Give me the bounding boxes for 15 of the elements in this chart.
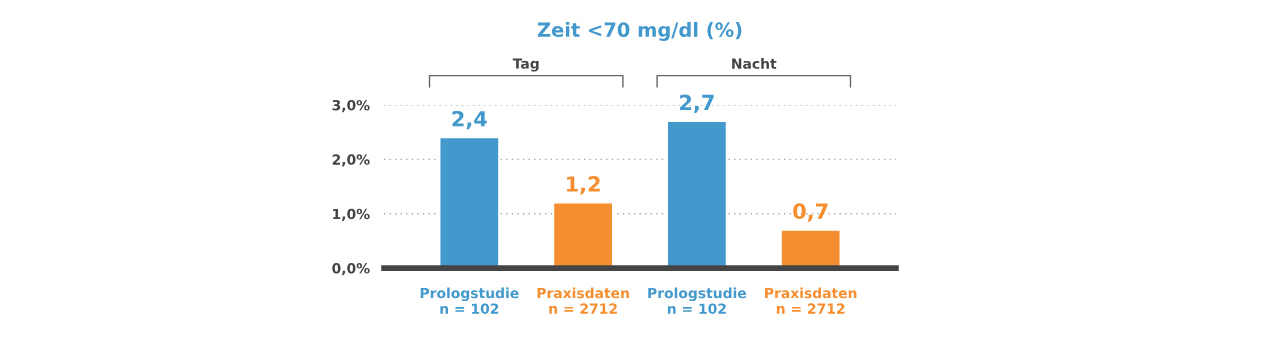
chart-title: Zeit <70 mg/dl (%) (537, 22, 742, 41)
y-tick-label: 2,0% (332, 154, 370, 167)
data-label: 2,7 (680, 94, 714, 113)
x-tick-label: Praxisdaten n = 2712 (765, 287, 857, 314)
text: Tag (512, 58, 539, 72)
data-label: 0,7 (793, 203, 828, 222)
data-label: 2,4 (452, 110, 487, 130)
text: Nacht (732, 58, 777, 69)
data-label: 1,2 (567, 176, 600, 195)
x-tick-label: Praxisdaten n = 2712 (537, 287, 629, 314)
y-tick-label: 1,0% (333, 208, 370, 221)
y-tick-label: 3,0% (332, 99, 370, 113)
x-tick-label: Prologstudie n = 102 (420, 287, 519, 314)
x-tick-label: Prologstudie n = 102 (648, 287, 747, 314)
y-tick-label: 0,0% (332, 263, 370, 276)
